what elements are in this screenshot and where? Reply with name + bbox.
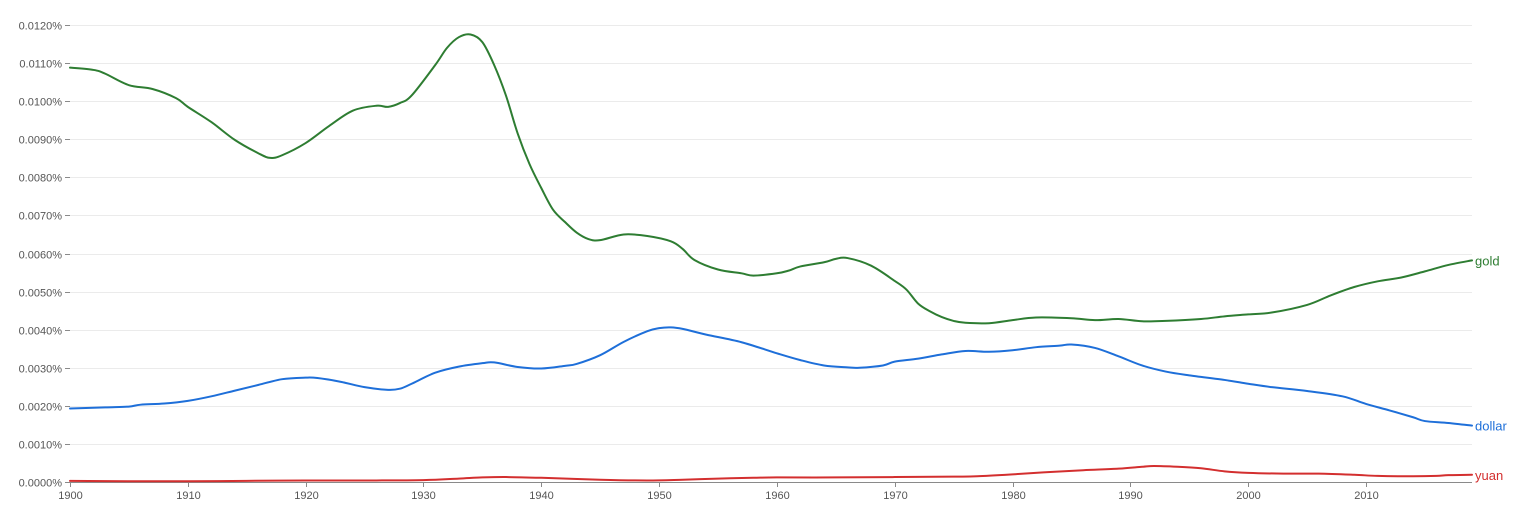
y-tick-label: 0.0060%: [19, 250, 63, 262]
y-tick-label: 0.0100%: [19, 97, 63, 109]
x-tick-label: 1920: [294, 490, 318, 502]
x-tick-label: 1910: [176, 490, 200, 502]
y-tick-label: 0.0010%: [19, 440, 63, 452]
y-tick-label: 0.0090%: [19, 135, 63, 147]
series-label-yuan: yuan: [1475, 468, 1503, 483]
grid: [70, 25, 1472, 445]
y-tick-label: 0.0040%: [19, 326, 63, 338]
series-line-gold[interactable]: [69, 33, 1473, 325]
x-tick-label: 1900: [58, 490, 82, 502]
x-tick-label: 1990: [1118, 490, 1142, 502]
y-tick-label: 0.0120%: [19, 21, 63, 33]
axes: 0.0000% 0.0010% 0.0020% 0.0030% 0.0040% 0.005…: [19, 21, 1472, 502]
x-tick-label: 1970: [883, 490, 907, 502]
y-tick-label: 0.0080%: [19, 173, 63, 185]
series-label-gold: gold: [1475, 253, 1500, 268]
x-tick-label: 1980: [1001, 490, 1025, 502]
y-tick-label: 0.0110%: [19, 59, 62, 71]
series-label-dollar: dollar: [1475, 419, 1507, 434]
y-tick-label: 0.0020%: [19, 402, 63, 414]
series-lines: [69, 33, 1473, 483]
y-tick-label: 0.0000%: [19, 478, 63, 490]
x-tick-label: 1960: [765, 490, 789, 502]
x-tick-label: 1950: [647, 490, 671, 502]
series-labels: gold dollar yuan: [1475, 253, 1507, 482]
series-line-yuan[interactable]: [69, 465, 1473, 483]
y-tick-label: 0.0050%: [19, 288, 63, 300]
x-tick-label: 1930: [411, 490, 435, 502]
y-tick-label: 0.0070%: [19, 211, 63, 223]
series-line-dollar[interactable]: [69, 326, 1473, 427]
y-tick-label: 0.0030%: [19, 364, 63, 376]
x-tick-label: 2000: [1236, 490, 1260, 502]
x-tick-label: 2010: [1354, 490, 1378, 502]
x-tick-label: 1940: [529, 490, 553, 502]
